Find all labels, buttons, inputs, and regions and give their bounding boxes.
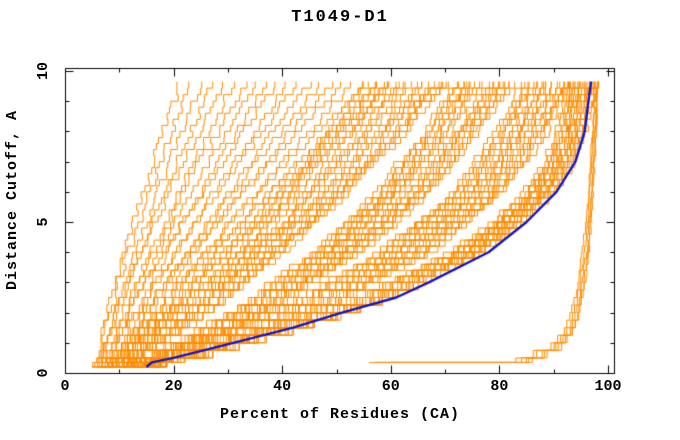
x-tick-label: 100 (594, 378, 622, 395)
y-tick-label: 0 (35, 368, 52, 378)
x-tick-label: 20 (164, 378, 183, 395)
x-tick-label: 0 (60, 378, 70, 395)
y-axis-title: Distance Cutoff, A (4, 109, 21, 291)
y-tick-label: 5 (35, 217, 52, 227)
x-tick-label: 80 (490, 378, 509, 395)
x-tick-label: 40 (273, 378, 292, 395)
x-axis-title: Percent of Residues (CA) (219, 406, 461, 423)
y-tick-label: 10 (35, 62, 52, 81)
x-tick-label: 60 (381, 378, 400, 395)
